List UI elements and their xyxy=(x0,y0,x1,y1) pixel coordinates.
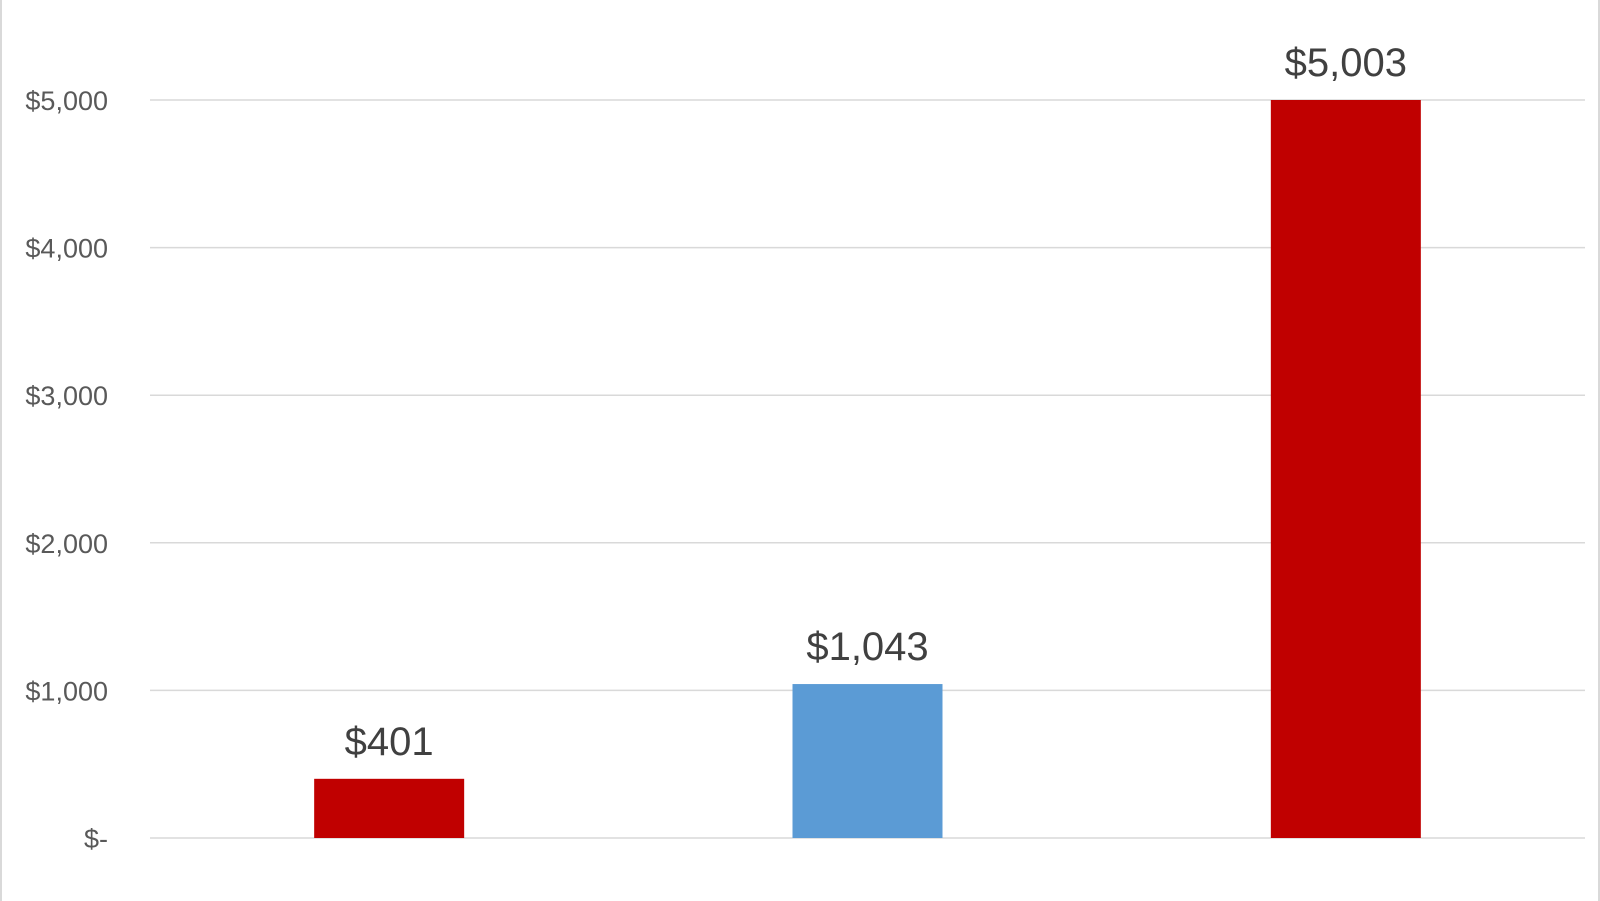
y-tick-label: $- xyxy=(84,824,108,854)
y-tick-label: $2,000 xyxy=(25,529,108,559)
data-label: $401 xyxy=(345,720,434,764)
y-tick-label: $4,000 xyxy=(25,234,108,264)
y-tick-label: $1,000 xyxy=(25,676,108,706)
bars xyxy=(314,100,1421,838)
data-label: $5,003 xyxy=(1285,41,1407,85)
bar xyxy=(1270,100,1421,838)
y-axis-tick-labels: $- $1,000 $2,000 $3,000 $4,000 $5,000 xyxy=(25,86,108,854)
y-tick-label: $3,000 xyxy=(25,381,108,411)
data-label: $1,043 xyxy=(806,625,928,669)
y-tick-label: $5,000 xyxy=(25,86,108,116)
data-labels: $401 $1,043 $5,003 xyxy=(345,41,1407,764)
bar xyxy=(314,778,465,838)
bar xyxy=(792,684,943,838)
